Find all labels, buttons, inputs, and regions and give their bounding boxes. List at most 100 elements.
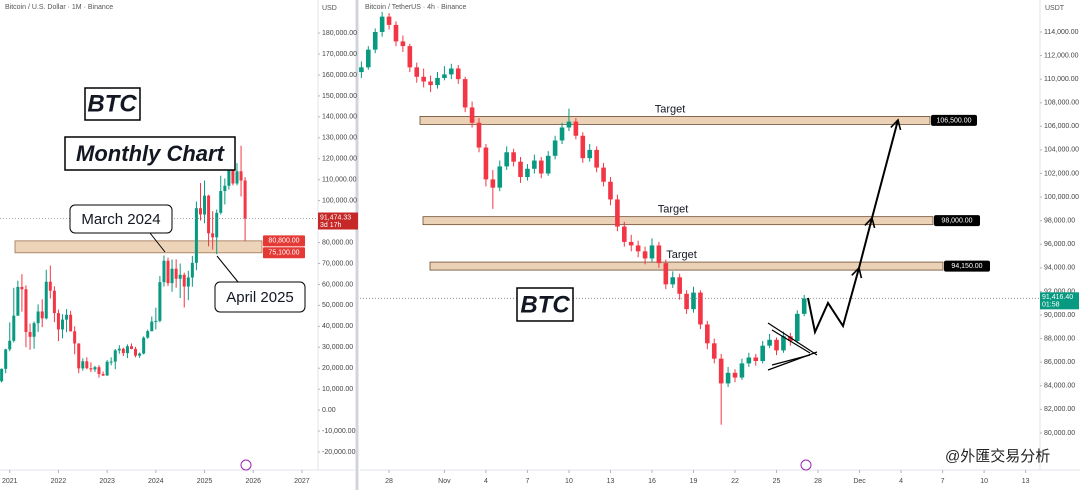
y-tick-label: 94,000.00	[1044, 265, 1075, 272]
y-tick-label: 114,000.00	[1044, 29, 1079, 36]
candle-body	[211, 233, 215, 238]
candle-body	[89, 368, 93, 370]
y-tick-label: 86,000.00	[1044, 359, 1075, 366]
candle-body	[121, 348, 125, 354]
y-tick-label: 10,000.00	[322, 386, 353, 393]
candle-body	[366, 49, 371, 68]
candle-body	[101, 374, 105, 376]
target-price-box	[944, 260, 990, 272]
candle-body	[40, 311, 44, 319]
candle-body	[219, 191, 223, 213]
candle-body	[504, 152, 509, 167]
candle-body	[138, 353, 142, 356]
y-tick-label: 106,000.00	[1044, 123, 1079, 130]
annotation-box	[84, 87, 141, 121]
candle-body	[20, 286, 24, 290]
candle-body	[154, 320, 158, 322]
candle-body	[359, 67, 364, 73]
x-tick-label: 2026	[245, 478, 261, 485]
countdown: 3d 17h	[320, 222, 342, 229]
last-price-box	[318, 212, 358, 230]
y-tick-label: 150,000.00	[322, 93, 357, 100]
x-tick-label: Nov	[438, 478, 451, 485]
candle-body	[718, 358, 724, 384]
y-tick-label: 90,000.00	[1044, 312, 1075, 319]
y-tick-label: 96,000.00	[1044, 241, 1075, 248]
candle-body	[580, 135, 586, 159]
candle-body	[435, 77, 440, 86]
x-tick-label: 2024	[148, 478, 164, 485]
x-tick-label: 10	[980, 478, 988, 485]
candle-body	[117, 348, 121, 351]
candle-body	[129, 346, 133, 349]
candle-body	[166, 260, 170, 284]
candle-body	[97, 367, 101, 375]
candle-body	[60, 319, 64, 330]
x-tick-label: 19	[690, 478, 698, 485]
y-tick-label: 110,000.00	[1044, 76, 1079, 83]
candle-body	[73, 331, 77, 344]
x-tick-label: 22	[731, 478, 739, 485]
candle-body	[93, 367, 97, 370]
callout-box	[69, 204, 173, 234]
candle-body	[109, 361, 113, 363]
projection-path	[807, 266, 863, 336]
candle-body	[518, 161, 523, 178]
candle-body	[538, 160, 544, 174]
candle-body	[622, 226, 627, 242]
candle-body	[801, 298, 807, 314]
annotation-box	[516, 287, 574, 322]
replay-icon	[800, 459, 812, 471]
candle-body	[8, 340, 12, 350]
x-tick-label: 28	[814, 478, 822, 485]
target-zone	[419, 116, 931, 125]
candle-body	[16, 286, 20, 316]
x-tick-label: 2025	[197, 478, 213, 485]
candle-body	[182, 274, 186, 287]
y-tick-label: 170,000.00	[322, 51, 357, 58]
candle-body	[545, 155, 551, 174]
replay-icon	[240, 459, 252, 471]
candle-body	[698, 292, 703, 325]
x-tick-label: Dec	[853, 478, 866, 485]
annotation: Monthly Chart	[76, 141, 226, 166]
y-tick-label: -20,000.00	[322, 449, 356, 456]
candle-body	[732, 372, 738, 378]
y-tick-label: 100,000.00	[322, 197, 357, 204]
y-tick-label: 110,000.00	[322, 177, 357, 184]
y-tick-label: 102,000.00	[1044, 170, 1079, 177]
y-tick-label: 120,000.00	[322, 156, 357, 163]
candle-body	[56, 313, 60, 330]
target-zone	[429, 261, 944, 271]
candle-body	[223, 185, 227, 192]
projection-path	[858, 216, 876, 269]
candle-body	[566, 121, 572, 128]
y-tick-label: 40,000.00	[322, 323, 353, 330]
y-tick-label: 100,000.00	[1044, 194, 1079, 201]
x-tick-label: 13	[607, 478, 615, 485]
candle-body	[28, 331, 32, 337]
candle-body	[174, 268, 178, 279]
candle-body	[400, 41, 406, 47]
annotation-box	[64, 136, 236, 171]
candle-body	[532, 160, 537, 169]
y-tick-label: 60,000.00	[322, 281, 353, 288]
candle-body	[65, 314, 69, 320]
candle-body	[490, 179, 496, 188]
target-name: Target	[666, 249, 697, 261]
candle-body	[186, 277, 190, 287]
candle-body	[711, 343, 717, 359]
candle-body	[677, 277, 682, 294]
x-tick-label: 2023	[99, 478, 115, 485]
y-tick-label: 112,000.00	[1044, 52, 1079, 59]
candle-body	[36, 311, 40, 324]
callout-pointer	[216, 255, 239, 283]
candle-body	[601, 167, 606, 182]
candle-body	[691, 292, 696, 310]
y-tick-label: 88,000.00	[1044, 335, 1075, 342]
chart-title: Bitcoin / TetherUS · 4h · Binance	[365, 4, 467, 11]
y-tick-label: 84,000.00	[1044, 383, 1075, 390]
candle-body	[421, 76, 426, 82]
y-tick-label: 98,000.00	[1044, 218, 1075, 225]
